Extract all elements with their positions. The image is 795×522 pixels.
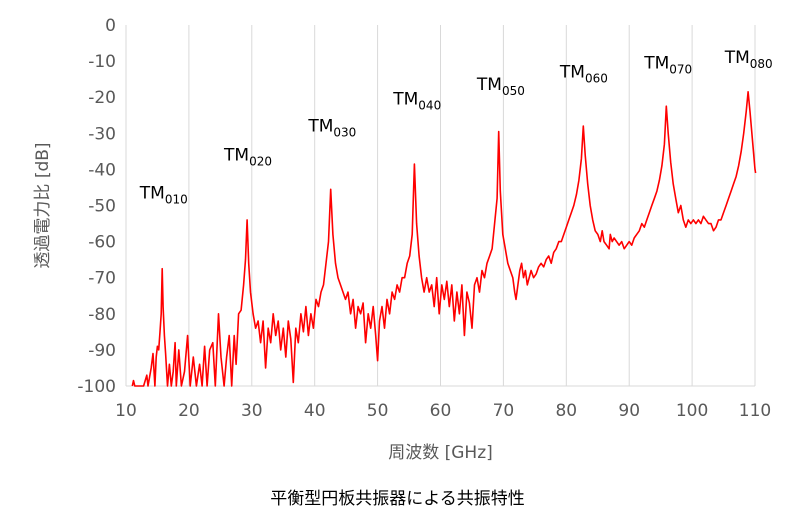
x-tick-label: 20	[178, 401, 200, 421]
y-tick-label: -30	[88, 124, 116, 144]
peak-label-main: TM	[476, 75, 502, 95]
peak-label: TM030	[307, 116, 356, 139]
peak-label-sub: 020	[249, 154, 272, 168]
peak-label-main: TM	[307, 116, 333, 136]
peak-label: TM020	[223, 145, 272, 168]
x-tick-label: 50	[367, 401, 389, 421]
y-axis-title: 透過電力比 [dB]	[33, 142, 53, 268]
peak-label: TM040	[392, 89, 441, 112]
y-tick-label: -80	[88, 305, 116, 325]
peak-label: TM080	[724, 48, 773, 71]
peak-label-sub: 040	[418, 98, 441, 112]
peak-label-main: TM	[139, 183, 165, 203]
peak-label: TM050	[476, 75, 525, 98]
x-tick-label: 10	[115, 401, 137, 421]
peak-label-main: TM	[223, 145, 249, 165]
peak-label-main: TM	[559, 62, 585, 82]
peak-label: TM060	[559, 62, 608, 85]
x-tick-label: 40	[304, 401, 326, 421]
peak-label-sub: 060	[585, 71, 608, 85]
peak-label-sub: 070	[669, 62, 692, 76]
y-tick-label: -90	[88, 341, 116, 361]
series-line	[131, 91, 757, 387]
x-tick-label: 90	[618, 401, 640, 421]
y-tick-label: -20	[88, 88, 116, 108]
y-tick-label: -70	[88, 269, 116, 289]
x-tick-label: 110	[739, 401, 771, 421]
x-tick-label: 100	[676, 401, 708, 421]
peak-label-sub: 050	[502, 84, 525, 98]
grid-lines	[125, 25, 756, 386]
x-tick-label: 60	[430, 401, 452, 421]
peak-label-sub: 080	[750, 57, 773, 71]
peak-label-sub: 010	[165, 192, 188, 206]
x-tick-labels: 10 20 30 40 50 60 70 80 90 100 110	[115, 401, 771, 421]
x-tick-label: 70	[493, 401, 515, 421]
peak-label-sub: 030	[333, 125, 356, 139]
x-tick-label: 80	[555, 401, 577, 421]
y-tick-label: 0	[105, 16, 116, 36]
x-tick-label: 30	[241, 401, 263, 421]
y-tick-label: -50	[88, 197, 116, 217]
peak-label: TM010	[139, 183, 188, 206]
y-tick-label: -60	[88, 233, 116, 253]
chart-caption: 平衡型円板共振器による共振特性	[270, 489, 525, 509]
y-tick-label: -10	[88, 52, 116, 72]
peak-label: TM070	[643, 53, 692, 76]
y-tick-label: -100	[77, 377, 116, 397]
peak-label-main: TM	[643, 53, 669, 73]
y-tick-labels: 0 -10 -20 -30 -40 -50 -60 -70 -80 -90 -100	[77, 16, 116, 397]
resonance-chart: 0 -10 -20 -30 -40 -50 -60 -70 -80 -90 -100 10 20 30 4…	[33, 16, 773, 463]
peak-label-main: TM	[724, 48, 750, 68]
y-tick-label: -40	[88, 160, 116, 180]
x-axis-title: 周波数 [GHz]	[388, 443, 493, 463]
peak-label-main: TM	[392, 89, 418, 109]
